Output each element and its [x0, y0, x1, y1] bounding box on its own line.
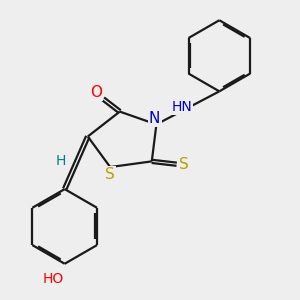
Text: N: N [149, 110, 160, 125]
Text: S: S [179, 157, 189, 172]
Text: HN: HN [171, 100, 192, 114]
Text: S: S [105, 167, 115, 182]
Text: O: O [90, 85, 102, 100]
Text: H: H [56, 154, 67, 168]
Text: HO: HO [43, 272, 64, 286]
